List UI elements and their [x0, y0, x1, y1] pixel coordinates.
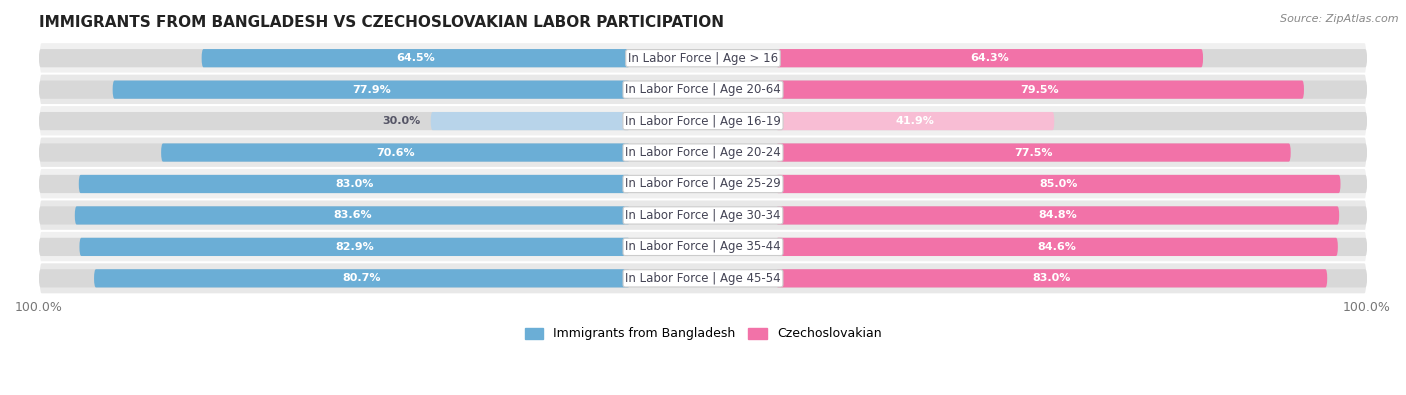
- Text: 30.0%: 30.0%: [382, 116, 420, 126]
- Text: 84.6%: 84.6%: [1038, 242, 1077, 252]
- Legend: Immigrants from Bangladesh, Czechoslovakian: Immigrants from Bangladesh, Czechoslovak…: [520, 322, 886, 346]
- FancyBboxPatch shape: [39, 262, 1367, 294]
- Text: In Labor Force | Age 16-19: In Labor Force | Age 16-19: [626, 115, 780, 128]
- FancyBboxPatch shape: [776, 269, 1367, 288]
- FancyBboxPatch shape: [39, 112, 630, 130]
- FancyBboxPatch shape: [162, 143, 630, 162]
- FancyBboxPatch shape: [776, 143, 1367, 162]
- FancyBboxPatch shape: [39, 269, 630, 288]
- Text: 83.6%: 83.6%: [333, 211, 371, 220]
- FancyBboxPatch shape: [39, 199, 1367, 231]
- Text: 77.9%: 77.9%: [352, 85, 391, 95]
- FancyBboxPatch shape: [776, 81, 1303, 99]
- Text: 64.5%: 64.5%: [396, 53, 436, 63]
- FancyBboxPatch shape: [776, 175, 1367, 193]
- FancyBboxPatch shape: [39, 238, 630, 256]
- FancyBboxPatch shape: [776, 238, 1367, 256]
- FancyBboxPatch shape: [39, 143, 630, 162]
- FancyBboxPatch shape: [776, 49, 1367, 67]
- FancyBboxPatch shape: [776, 269, 1327, 288]
- FancyBboxPatch shape: [430, 112, 630, 130]
- Text: 64.3%: 64.3%: [970, 53, 1010, 63]
- Text: In Labor Force | Age 30-34: In Labor Force | Age 30-34: [626, 209, 780, 222]
- FancyBboxPatch shape: [39, 137, 1367, 169]
- Text: 80.7%: 80.7%: [343, 273, 381, 283]
- FancyBboxPatch shape: [776, 143, 1291, 162]
- FancyBboxPatch shape: [39, 81, 630, 99]
- FancyBboxPatch shape: [39, 231, 1367, 263]
- Text: In Labor Force | Age 20-64: In Labor Force | Age 20-64: [626, 83, 780, 96]
- Text: In Labor Force | Age 45-54: In Labor Force | Age 45-54: [626, 272, 780, 285]
- FancyBboxPatch shape: [776, 206, 1367, 225]
- Text: 79.5%: 79.5%: [1021, 85, 1059, 95]
- FancyBboxPatch shape: [39, 206, 630, 225]
- FancyBboxPatch shape: [112, 81, 630, 99]
- Text: In Labor Force | Age 25-29: In Labor Force | Age 25-29: [626, 177, 780, 190]
- FancyBboxPatch shape: [39, 49, 630, 67]
- FancyBboxPatch shape: [39, 175, 630, 193]
- FancyBboxPatch shape: [776, 81, 1367, 99]
- FancyBboxPatch shape: [776, 112, 1367, 130]
- FancyBboxPatch shape: [94, 269, 630, 288]
- FancyBboxPatch shape: [39, 73, 1367, 106]
- Text: Source: ZipAtlas.com: Source: ZipAtlas.com: [1281, 14, 1399, 24]
- FancyBboxPatch shape: [39, 105, 1367, 137]
- Text: 41.9%: 41.9%: [896, 116, 935, 126]
- FancyBboxPatch shape: [75, 206, 630, 225]
- Text: 77.5%: 77.5%: [1014, 148, 1053, 158]
- FancyBboxPatch shape: [776, 175, 1340, 193]
- Text: 84.8%: 84.8%: [1038, 211, 1077, 220]
- Text: IMMIGRANTS FROM BANGLADESH VS CZECHOSLOVAKIAN LABOR PARTICIPATION: IMMIGRANTS FROM BANGLADESH VS CZECHOSLOV…: [39, 15, 724, 30]
- FancyBboxPatch shape: [39, 42, 1367, 74]
- Text: 85.0%: 85.0%: [1039, 179, 1077, 189]
- Text: 70.6%: 70.6%: [377, 148, 415, 158]
- Text: 83.0%: 83.0%: [1032, 273, 1071, 283]
- Text: In Labor Force | Age > 16: In Labor Force | Age > 16: [628, 52, 778, 65]
- Text: 82.9%: 82.9%: [335, 242, 374, 252]
- FancyBboxPatch shape: [776, 49, 1204, 67]
- FancyBboxPatch shape: [776, 238, 1339, 256]
- Text: In Labor Force | Age 20-24: In Labor Force | Age 20-24: [626, 146, 780, 159]
- FancyBboxPatch shape: [776, 112, 1054, 130]
- FancyBboxPatch shape: [201, 49, 630, 67]
- FancyBboxPatch shape: [39, 168, 1367, 200]
- FancyBboxPatch shape: [80, 238, 630, 256]
- FancyBboxPatch shape: [79, 175, 630, 193]
- Text: In Labor Force | Age 35-44: In Labor Force | Age 35-44: [626, 241, 780, 253]
- Text: 83.0%: 83.0%: [335, 179, 374, 189]
- FancyBboxPatch shape: [776, 206, 1339, 225]
